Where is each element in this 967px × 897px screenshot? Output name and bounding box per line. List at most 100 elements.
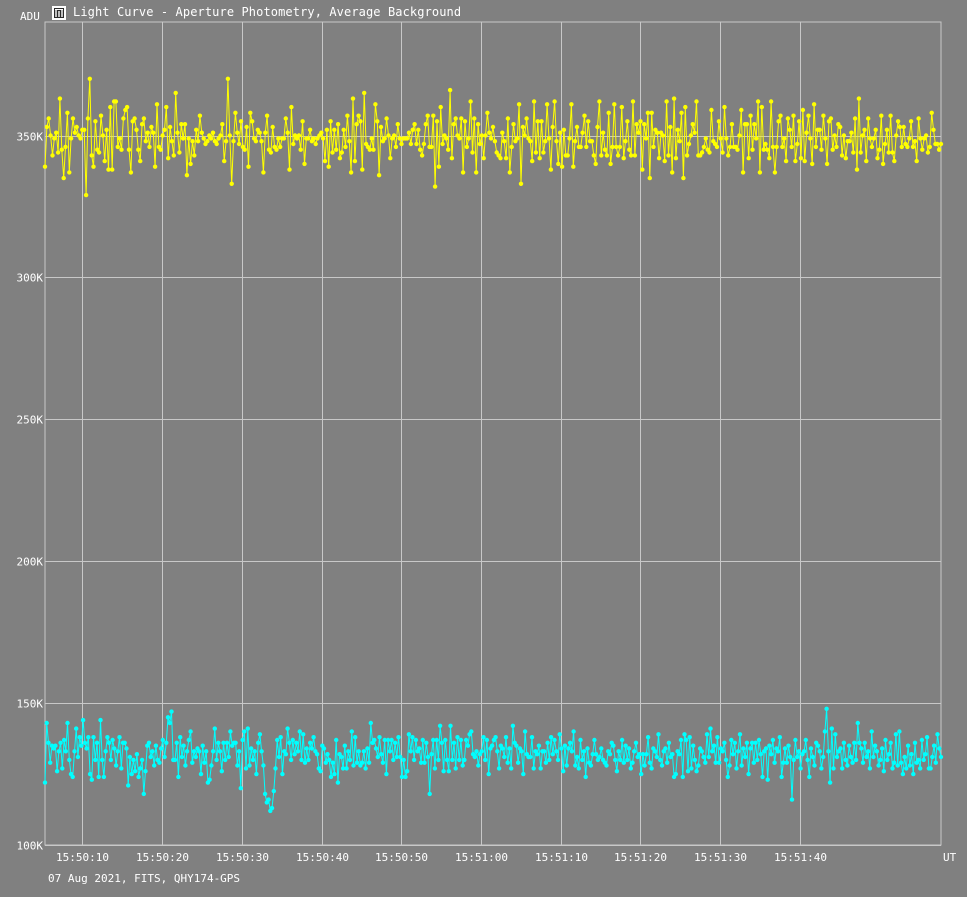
data-point [625,119,630,124]
data-point [744,122,750,127]
data-point [514,743,519,748]
data-point [623,139,628,144]
data-point [520,124,526,130]
data-point [123,107,128,113]
data-point [152,164,158,169]
data-point [661,749,666,754]
data-point [132,769,138,774]
data-point [228,729,233,734]
data-point [521,771,526,777]
data-point [793,158,798,164]
data-point [259,749,264,754]
data-point [434,737,439,743]
data-point [824,706,829,711]
data-point [647,760,652,765]
data-point [890,766,895,771]
data-point [186,737,191,743]
data-point [528,754,533,760]
data-point [294,740,299,745]
x-tick-label: 15:50:10 [56,851,109,864]
data-point [253,139,259,144]
data-point [145,130,150,135]
data-point [796,119,802,124]
data-point [68,771,74,777]
data-point [106,740,112,745]
data-point [240,144,246,150]
data-point [565,153,570,158]
data-point [841,740,847,745]
data-point [516,102,522,107]
data-point [914,158,919,164]
data-point [223,757,228,763]
data-point [548,167,554,172]
y-tick-label: 150K [17,698,44,711]
data-point [195,139,201,144]
data-point [412,122,417,127]
data-point [813,144,819,150]
data-point [571,729,576,734]
data-point [262,791,268,797]
data-point [859,746,864,751]
data-point [52,136,57,141]
data-point [307,127,313,132]
data-point [690,122,695,127]
data-point [599,153,604,158]
data-point [169,139,175,144]
data-point [580,130,585,135]
data-point [839,153,845,158]
data-point [490,124,496,130]
data-point [157,760,162,765]
data-point [503,735,509,740]
data-point [250,757,256,763]
data-point [589,139,595,144]
data-point [498,156,503,161]
data-point [248,110,253,116]
data-point [696,153,701,158]
data-point [518,181,524,186]
data-point [188,729,193,734]
data-point [226,754,231,760]
data-point [470,150,475,155]
data-point [162,754,167,760]
x-axis-unit-label: UT [943,851,957,864]
data-point [616,749,621,754]
data-point [789,144,794,150]
data-point [720,749,725,754]
x-tick-label: 15:51:30 [694,851,747,864]
data-point [737,133,742,138]
data-point [871,754,876,760]
data-point [368,720,373,726]
data-point [893,732,899,737]
data-point [328,119,333,124]
data-point [54,769,60,774]
data-point [599,746,604,751]
data-point [380,760,386,765]
data-point [720,150,725,155]
data-point [803,737,808,743]
plot-frame [44,21,942,846]
data-point [903,141,908,147]
data-point [306,757,311,763]
data-point [48,133,53,138]
data-point [923,133,929,138]
data-point [78,136,83,141]
data-point [193,754,198,760]
data-point [597,754,602,760]
data-point [559,746,564,751]
data-point [127,754,133,760]
x-tick-label: 15:51:20 [614,851,667,864]
data-point [916,116,921,121]
data-point [731,144,736,150]
data-point [61,175,66,181]
data-point [290,737,295,743]
data-point [439,740,445,745]
data-point [236,749,242,754]
data-point [692,130,697,135]
data-point [782,136,787,141]
data-point [175,130,180,135]
data-point [67,170,72,175]
data-point [688,133,694,138]
data-point [199,130,204,135]
data-point [864,158,869,164]
